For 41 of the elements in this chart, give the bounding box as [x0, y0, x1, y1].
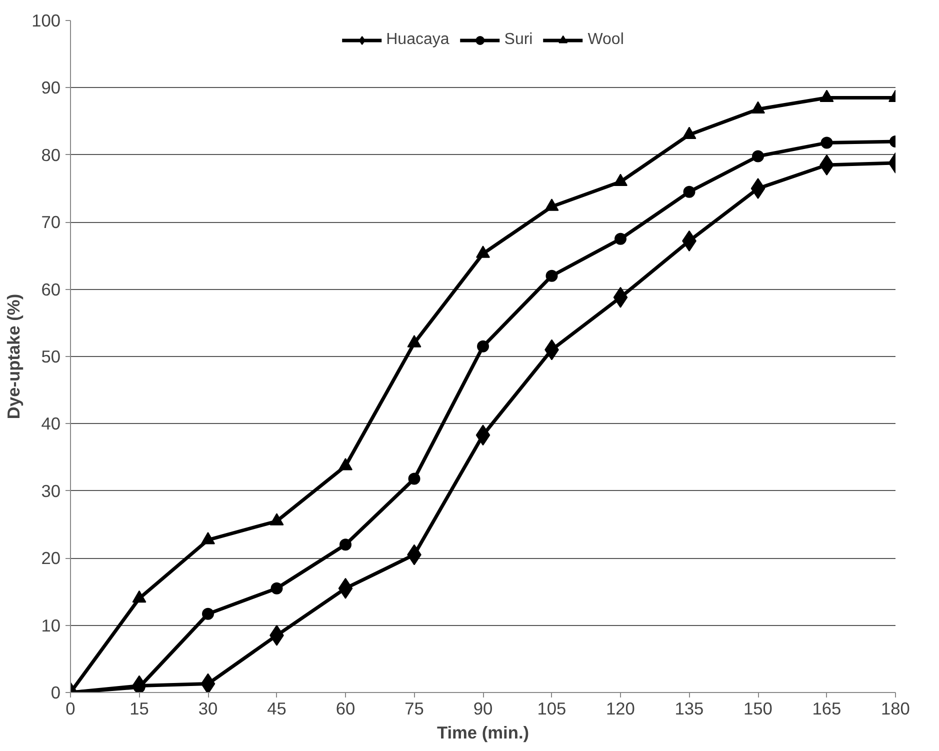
y-tick-label: 80: [41, 144, 61, 165]
legend-label: Suri: [504, 31, 533, 49]
y-tick-label: 30: [41, 480, 61, 501]
point: [820, 136, 833, 149]
y-axis-title: Dye-uptake (%): [4, 294, 24, 420]
x-tick-label: 120: [606, 698, 635, 718]
y-tick-label: 100: [32, 10, 61, 30]
x-tick-label: 45: [267, 698, 286, 718]
legend-label: Huacaya: [386, 31, 450, 49]
x-tick-label: 30: [198, 698, 218, 718]
legend-label: Wool: [588, 31, 624, 49]
y-tick-label: 40: [41, 414, 61, 434]
y-tick-label: 60: [41, 279, 61, 300]
x-axis-title: Time (min.): [436, 722, 530, 742]
point: [683, 186, 696, 198]
x-tick-label: 0: [66, 698, 76, 718]
x-tick-label: 60: [336, 698, 356, 718]
point: [750, 178, 766, 199]
y-tick-label: 10: [41, 615, 61, 636]
x-tick-label: 90: [473, 698, 493, 718]
point: [202, 608, 214, 620]
y-tick-label: 50: [41, 346, 61, 366]
x-tick-label: 75: [404, 698, 424, 718]
x-tick-label: 105: [537, 698, 566, 718]
x-tick-label: 15: [130, 698, 149, 718]
x-tick-label: 165: [812, 698, 842, 718]
x-tick-label: 135: [674, 698, 704, 718]
x-tick-label: 150: [744, 698, 772, 718]
point: [340, 538, 352, 551]
y-tick-label: 0: [50, 682, 61, 702]
y-tick-label: 90: [41, 78, 61, 98]
point: [752, 150, 764, 162]
point: [614, 232, 626, 245]
point: [270, 582, 283, 594]
x-tick-label: 180: [881, 698, 910, 718]
point: [200, 673, 216, 692]
point: [477, 340, 489, 352]
point: [408, 472, 420, 485]
y-tick-label: 20: [41, 548, 61, 568]
point: [546, 270, 558, 282]
y-tick-label: 70: [41, 212, 61, 232]
